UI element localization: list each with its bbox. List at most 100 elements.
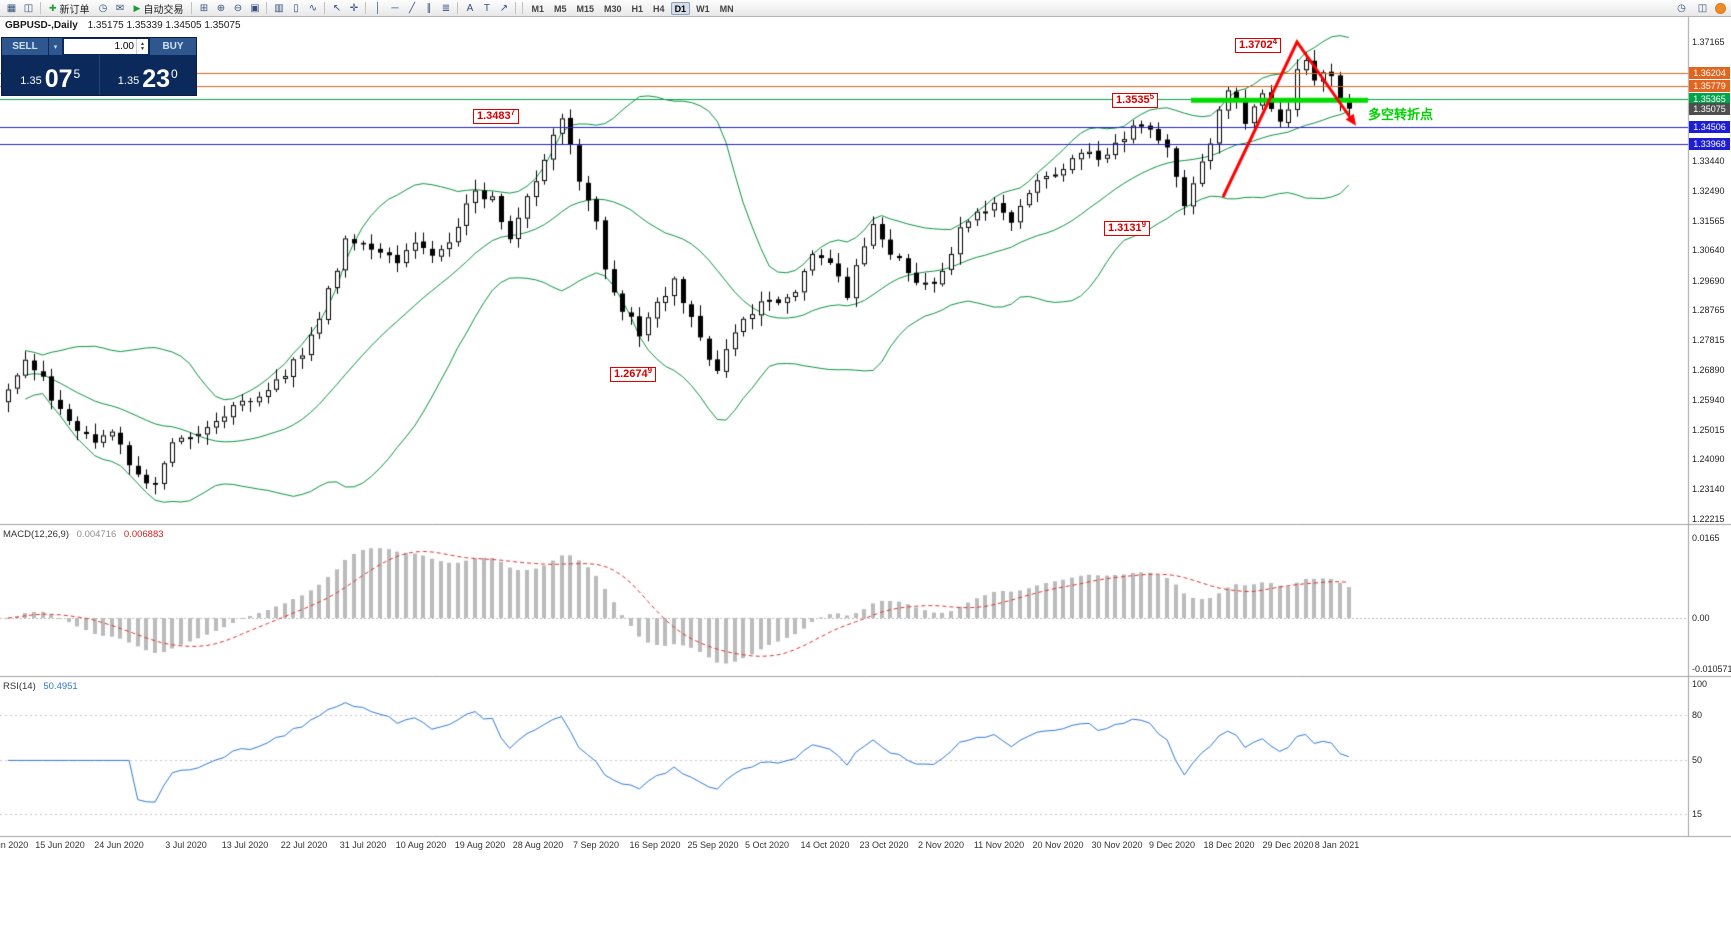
price-tick: 1.23140 <box>1692 484 1725 495</box>
lot-size-input[interactable] <box>64 40 136 53</box>
date-label: 5 Oct 2020 <box>744 840 790 850</box>
price-divider <box>98 55 100 95</box>
price-tick: 1.31565 <box>1692 215 1725 226</box>
sell-price-big: 07 <box>44 65 73 93</box>
line-chart-mode-icon[interactable]: ∿ <box>308 2 318 14</box>
timeframe-h4[interactable]: H4 <box>653 3 665 14</box>
fibonacci-icon[interactable]: ≣ <box>441 2 451 14</box>
history-center-icon[interactable]: ◷ <box>98 2 108 14</box>
sell-dropdown-icon[interactable]: ▾ <box>49 38 62 55</box>
clock-icon[interactable]: ◷ <box>1677 2 1686 14</box>
trend-line-icon[interactable]: ╱ <box>408 2 415 14</box>
bar-chart-mode-icon[interactable]: ▥ <box>274 2 284 14</box>
date-label: 23 Oct 2020 <box>859 840 909 850</box>
equidistant-channel-icon[interactable]: ∥ <box>426 2 432 14</box>
date-label: 3 Jul 2020 <box>165 840 207 850</box>
vertical-line-icon[interactable]: │ <box>374 2 382 14</box>
timeframe-m5[interactable]: M5 <box>553 3 567 14</box>
timeframe-m1[interactable]: M1 <box>531 3 544 14</box>
toolbar-separator <box>40 2 41 14</box>
rsi-axis-tick: 100 <box>1692 679 1708 689</box>
timeframe-mn[interactable]: MN <box>719 3 734 14</box>
macd-signal-value: 0.006883 <box>123 529 164 540</box>
macd-axis-tick: 0.00 <box>1692 613 1710 623</box>
indicators-icon[interactable]: ⊞ <box>199 2 209 14</box>
timeframe-w1[interactable]: W1 <box>696 3 710 14</box>
cursor-icon[interactable]: ↖ <box>332 2 342 14</box>
date-label: 16 Sep 2020 <box>629 840 681 850</box>
timeframe-d1[interactable]: D1 <box>670 1 691 15</box>
price-annotation[interactable]: 1.26749 <box>610 366 657 382</box>
symbol-name: GBPUSD-,Daily <box>5 20 78 31</box>
price-annotation-sup: 4 <box>1272 37 1278 46</box>
price-annotation-sup: 9 <box>1141 220 1147 229</box>
sell-price-sup: 5 <box>73 67 81 81</box>
price-tick: 1.29690 <box>1692 275 1725 286</box>
zoom-out-icon[interactable]: ⊖ <box>233 2 243 14</box>
turning-point-note[interactable]: 多空转折点 <box>1368 107 1434 122</box>
horizontal-line-icon[interactable]: ─ <box>391 2 399 14</box>
date-label: 4 Jun 2020 <box>0 840 29 850</box>
price-annotation[interactable]: 1.37024 <box>1235 37 1282 53</box>
toolbar-separator <box>266 2 268 14</box>
macd-axis-tick: -0.010571 <box>1692 664 1731 675</box>
arrow-object-icon[interactable]: ↗ <box>499 2 509 14</box>
new-chart-icon[interactable]: ▦ <box>6 2 17 14</box>
price-tick: 1.30640 <box>1692 245 1725 256</box>
timeframe-h1[interactable]: H1 <box>631 3 644 14</box>
date-label: 19 Aug 2020 <box>454 840 506 850</box>
toolbar-right-group: ◷ ◫ <box>1673 1 1728 16</box>
mailbox-icon[interactable]: ✉ <box>115 2 125 14</box>
lot-spinner[interactable]: ▲ ▼ <box>136 39 148 54</box>
zoom-in-icon[interactable]: ⊕ <box>216 2 226 14</box>
macd-axis-tick: 0.0165 <box>1692 533 1720 543</box>
toolbar-separator <box>522 2 524 14</box>
spin-down-icon[interactable]: ▼ <box>140 45 145 52</box>
price-annotation[interactable]: 1.34837 <box>473 108 520 124</box>
text-icon[interactable]: A <box>466 2 474 14</box>
notification-badge[interactable] <box>1715 2 1726 14</box>
text-label-icon[interactable]: T <box>483 2 491 14</box>
date-label: 11 Nov 2020 <box>973 840 1025 850</box>
chart-profiles-icon[interactable]: ◫ <box>23 2 34 14</box>
price-tick: 1.22215 <box>1692 514 1725 524</box>
price-annotation-text: 1.3483 <box>477 110 511 122</box>
timeframe-m30[interactable]: M30 <box>604 3 622 14</box>
candlestick-mode-icon[interactable]: ▯ <box>293 2 299 14</box>
sell-price[interactable]: 1.35 07 5 <box>2 55 99 95</box>
price-annotation-text: 1.3131 <box>1108 222 1142 234</box>
new-order-button[interactable]: ✚ 新订单 <box>49 2 90 16</box>
price-tick: 1.26890 <box>1692 364 1725 375</box>
buy-price[interactable]: 1.35 23 0 <box>100 55 197 95</box>
rsi-axis-tick: 50 <box>1692 755 1703 766</box>
spin-up-icon[interactable]: ▲ <box>140 40 145 47</box>
buy-button[interactable]: BUY <box>150 38 196 55</box>
toolbar: ▦ ◫ ✚ 新订单 ◷ ✉ ▶ 自动交易 ⊞ ⊕ ⊖ ▣ ▥ ▯ ∿ ↖ ✛ │ ─ ╱ ∥ ≣ A T ↗ M1 M5 M15 M30… <box>0 0 1731 17</box>
sell-button[interactable]: SELL <box>2 38 48 55</box>
price-tick: 1.25940 <box>1692 395 1725 406</box>
date-label: 29 Dec 2020 <box>1262 840 1314 850</box>
tile-windows-icon[interactable]: ▣ <box>250 2 260 14</box>
autotrading-button[interactable]: ▶ 自动交易 <box>133 2 184 16</box>
date-label: 7 Sep 2020 <box>572 840 620 850</box>
macd-label: MACD(12,26,9) 0.004716 0.006883 <box>3 529 164 540</box>
price-tick: 1.28765 <box>1692 305 1725 315</box>
timeframe-m15[interactable]: M15 <box>576 3 595 14</box>
price-annotation-text: 1.2674 <box>614 368 648 380</box>
crosshair-icon[interactable]: ✛ <box>349 2 359 14</box>
date-label: 13 Jul 2020 <box>221 840 269 850</box>
date-label: 9 Dec 2020 <box>1148 840 1196 850</box>
toolbar-separator <box>365 2 367 14</box>
date-label: 20 Nov 2020 <box>1032 840 1084 850</box>
price-annotation[interactable]: 1.35355 <box>1112 92 1159 108</box>
price-annotation[interactable]: 1.31319 <box>1104 220 1151 236</box>
toolbar-separator <box>191 2 193 14</box>
date-label: 10 Aug 2020 <box>395 840 447 850</box>
ohlc-values: 1.35175 1.35339 1.34505 1.35075 <box>87 20 241 31</box>
price-annotation-text: 1.3702 <box>1239 39 1273 51</box>
panels-icon[interactable]: ◫ <box>1697 2 1708 14</box>
rsi-axis-tick: 80 <box>1692 709 1703 720</box>
new-order-icon: ✚ <box>49 2 57 13</box>
